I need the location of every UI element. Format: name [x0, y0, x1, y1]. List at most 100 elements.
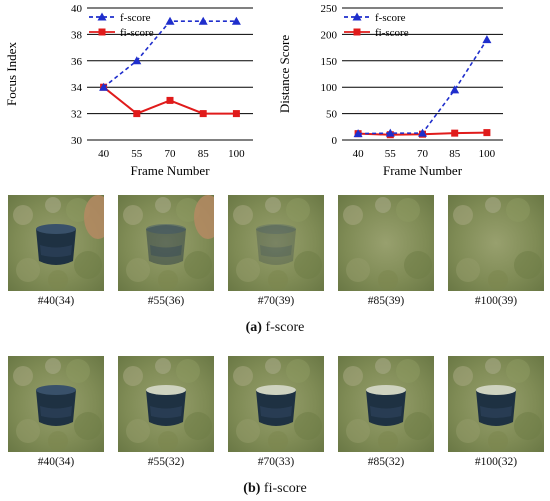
y-tick-label: 38 [71, 29, 83, 41]
grass-texture [396, 198, 420, 222]
x-tick-label: 55 [385, 148, 397, 160]
grass-texture [45, 358, 61, 374]
grass-texture [375, 197, 391, 213]
cup-rim [366, 385, 406, 395]
frame-thumbnail-a-2: #55(36) [118, 195, 214, 313]
frame-image [228, 195, 324, 291]
grass-texture [233, 205, 253, 225]
cup-band [150, 406, 182, 418]
data-point-f-score [385, 128, 395, 137]
frame-label: #55(36) [147, 295, 185, 307]
grass-texture [343, 366, 363, 386]
grass-texture [404, 251, 432, 279]
cup-rim [256, 385, 296, 395]
grass-texture [126, 419, 150, 443]
grass-texture [48, 431, 68, 451]
data-point-f-score [418, 128, 427, 137]
y-tick-label: 200 [321, 29, 338, 41]
cup-rim [36, 385, 76, 395]
legend-marker-f-score [352, 12, 362, 21]
grass-texture [456, 258, 480, 282]
x-tick-label: 70 [165, 148, 177, 160]
hand-blur [194, 195, 214, 239]
frame-label: #40(34) [37, 295, 75, 307]
x-tick-label: 55 [131, 148, 143, 160]
frame-label: #100(39) [474, 295, 518, 307]
frame-label: #40(34) [37, 456, 75, 468]
x-axis-label: Frame Number [130, 163, 210, 178]
data-point-f-score [198, 16, 208, 25]
grass-texture [506, 198, 530, 222]
distance-score-chart: 0 50 100 150 200 250 40 55 70 85 100 Frame Number Di… [277, 3, 503, 178]
frame-image [118, 356, 214, 452]
grass-texture [13, 366, 33, 386]
grass-texture [184, 251, 212, 279]
cup-rim [146, 224, 186, 234]
grass-texture [268, 270, 288, 290]
grass-texture [294, 251, 322, 279]
frame-label: #70(39) [257, 295, 295, 307]
grass-texture [16, 258, 40, 282]
frame-thumbnail-b-4: #85(32) [338, 356, 434, 474]
y-tick-label: 100 [321, 82, 338, 94]
grass-texture [378, 431, 398, 451]
grass-texture [123, 366, 143, 386]
grass-texture [506, 359, 530, 383]
y-tick-label: 40 [71, 3, 83, 15]
legend-marker-fi-score [98, 28, 106, 36]
y-tick-label: 50 [326, 109, 338, 121]
x-tick-label: 85 [198, 148, 210, 160]
frame-image [8, 356, 104, 452]
data-point-f-score [231, 16, 241, 25]
grass-texture [294, 412, 322, 440]
frame-image [8, 195, 104, 291]
grass-texture [375, 358, 391, 374]
y-tick-label: 36 [71, 56, 83, 68]
grass-texture [126, 258, 150, 282]
x-tick-label: 40 [353, 148, 365, 160]
cup-band [480, 406, 512, 418]
caption-b-letter: (b) [243, 481, 261, 496]
f-score-frames-row: #40(34) #55(36) #70(39) #85(39) #100(39) [0, 195, 550, 315]
caption-b-text: fi-score [263, 481, 307, 496]
grass-texture [514, 251, 542, 279]
grass-texture [456, 419, 480, 443]
frame-thumbnail-a-4: #85(39) [338, 195, 434, 313]
series-line-f-score [358, 39, 488, 135]
frame-image [448, 356, 544, 452]
cup-band [370, 406, 402, 418]
grass-texture [74, 251, 102, 279]
data-point-f-score [450, 85, 460, 94]
frame-thumbnail-a-3: #70(39) [228, 195, 324, 313]
x-tick-label: 70 [417, 148, 429, 160]
grass-texture [343, 205, 363, 225]
cup [256, 225, 296, 265]
frame-thumbnail-b-2: #55(32) [118, 356, 214, 474]
grass-texture [265, 358, 281, 374]
data-point-f-score [132, 56, 142, 65]
grass-texture [158, 431, 178, 451]
frame-label: #100(32) [474, 456, 518, 468]
cup-band [260, 406, 292, 418]
caption-b: (b) fi-score [0, 481, 550, 497]
grass-texture [123, 205, 143, 225]
grass-texture [514, 412, 542, 440]
grass-texture [158, 270, 178, 290]
grass-texture [74, 412, 102, 440]
x-tick-label: 100 [479, 148, 496, 160]
caption-a-text: f-score [265, 320, 305, 335]
cup-rim [146, 385, 186, 395]
frame-thumbnail-a-1: #40(34) [8, 195, 104, 313]
frame-image [118, 195, 214, 291]
frame-image [338, 195, 434, 291]
y-axis-label: Focus Index [4, 42, 19, 106]
legend-label-fi-score: fi-score [375, 27, 409, 39]
legend-label-f-score: f-score [375, 12, 406, 24]
data-point-f-score [482, 35, 492, 44]
grass-texture [176, 359, 200, 383]
data-point-fi-score [232, 110, 240, 118]
grass-texture [346, 419, 370, 443]
data-point-f-score [99, 82, 109, 91]
data-point-fi-score [199, 110, 207, 118]
cup-rim [476, 385, 516, 395]
